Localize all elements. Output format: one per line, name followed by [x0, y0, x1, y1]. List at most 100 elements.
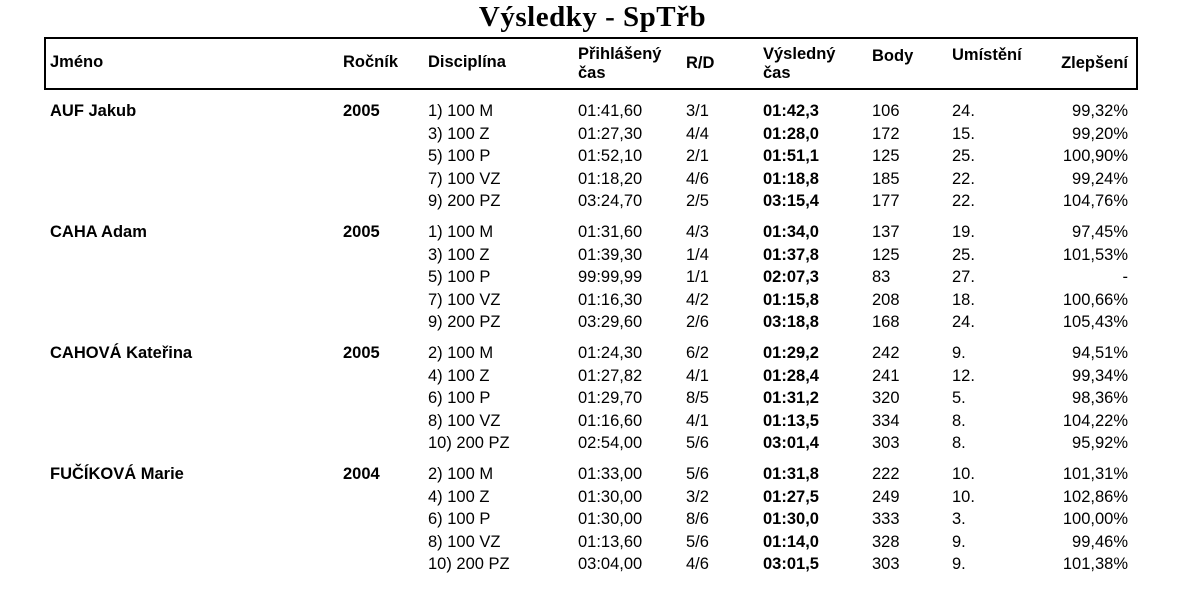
result-row: CAHOVÁ Kateřina 2005 2) 100 M 01:24,30 6/2 01… [50, 342, 1128, 365]
cell-place: 8. [952, 434, 966, 452]
swimmer-name [50, 365, 343, 388]
cell-rd: 3/1 [686, 102, 709, 120]
cell-entry-time: 01:33,00 [578, 465, 643, 483]
cell-discipline: 4) 100 Z [428, 487, 490, 506]
cell-points: 208 [872, 290, 900, 309]
cell-discipline: 10) 200 PZ [428, 434, 510, 452]
column-header-place: Umístění [952, 46, 1022, 64]
result-row: 4) 100 Z 01:27,82 4/1 01:28,4 241 12. 99,34% [50, 365, 1128, 388]
cell-place: 10. [952, 465, 975, 483]
result-row: 7) 100 VZ 01:16,30 4/2 01:15,8 208 18. 100,66% [50, 289, 1128, 312]
cell-improvement: 99,20% [1072, 124, 1128, 143]
cell-discipline: 3) 100 Z [428, 124, 490, 143]
swimmer-year [343, 365, 428, 388]
result-row: 3) 100 Z 01:39,30 1/4 01:37,8 125 25. 101,53% [50, 244, 1128, 267]
cell-points: 168 [872, 313, 900, 331]
cell-entry-time: 02:54,00 [578, 434, 643, 452]
swimmer-year [343, 145, 428, 168]
swimmer-year [343, 190, 428, 213]
cell-result-time: 01:15,8 [763, 290, 819, 309]
swimmer-year [343, 432, 428, 455]
cell-discipline: 2) 100 M [428, 344, 494, 362]
cell-rd: 4/4 [686, 124, 709, 143]
cell-improvement: 98,36% [1072, 389, 1128, 407]
cell-entry-time: 01:41,60 [578, 102, 643, 120]
cell-points: 177 [872, 192, 900, 210]
cell-improvement: 99,24% [1072, 169, 1128, 188]
swimmer-block: FUČÍKOVÁ Marie 2004 2) 100 M 01:33,00 5/6 01:… [50, 463, 1128, 576]
swimmer-year [343, 168, 428, 191]
cell-discipline: 7) 100 VZ [428, 169, 501, 188]
cell-entry-time: 03:29,60 [578, 313, 643, 331]
swimmer-year [343, 531, 428, 554]
cell-discipline: 5) 100 P [428, 147, 491, 165]
swimmer-name [50, 244, 343, 267]
swimmer-name [50, 410, 343, 433]
column-header-points: Body [872, 47, 914, 65]
cell-improvement: 101,31% [1062, 465, 1128, 483]
result-row: 10) 200 PZ 03:04,00 4/6 03:01,5 303 9. 101,38% [50, 553, 1128, 576]
cell-entry-time: 01:27,82 [578, 366, 643, 385]
swimmer-name [50, 123, 343, 146]
swimmer-name: AUF Jakub [50, 102, 137, 120]
result-row: FUČÍKOVÁ Marie 2004 2) 100 M 01:33,00 5/6 01:… [50, 463, 1128, 486]
cell-points: 242 [872, 344, 900, 362]
cell-rd: 3/2 [686, 487, 709, 506]
result-row: 7) 100 VZ 01:18,20 4/6 01:18,8 185 22. 99,24% [50, 168, 1128, 191]
swimmer-year [343, 244, 428, 267]
cell-entry-time: 01:52,10 [578, 147, 643, 165]
table-header: Jméno Ročník Disciplína Přihlášený čas R… [44, 37, 1138, 90]
swimmer-block: CAHA Adam 2005 1) 100 M 01:31,60 4/3 01:34,0 1… [50, 221, 1128, 334]
swimmer-name [50, 387, 343, 410]
swimmer-year [343, 311, 428, 334]
cell-discipline: 6) 100 P [428, 389, 491, 407]
column-header-discipline: Disciplína [428, 53, 506, 71]
cell-improvement: 105,43% [1062, 313, 1128, 331]
swimmer-name [50, 190, 343, 213]
cell-entry-time: 01:13,60 [578, 532, 643, 551]
cell-improvement: - [1122, 268, 1129, 286]
cell-points: 172 [872, 124, 900, 143]
cell-place: 24. [952, 102, 975, 120]
cell-place: 18. [952, 290, 975, 309]
swimmer-year [343, 410, 428, 433]
cell-discipline: 1) 100 M [428, 102, 494, 120]
cell-rd: 4/1 [686, 411, 709, 430]
cell-rd: 1/1 [686, 268, 709, 286]
cell-rd: 2/5 [686, 192, 709, 210]
result-row: 6) 100 P 01:30,00 8/6 01:30,0 333 3. 100,00% [50, 508, 1128, 531]
cell-result-time: 01:31,8 [763, 465, 819, 483]
swimmer-name [50, 311, 343, 334]
cell-discipline: 1) 100 M [428, 223, 494, 241]
cell-points: 303 [872, 434, 900, 452]
swimmer-name [50, 553, 343, 576]
result-row: 9) 200 PZ 03:24,70 2/5 03:15,4 177 22. 104,76% [50, 190, 1128, 213]
cell-place: 19. [952, 223, 975, 241]
result-row: 5) 100 P 01:52,10 2/1 01:51,1 125 25. 100,90% [50, 145, 1128, 168]
swimmer-year: 2005 [343, 223, 380, 241]
swimmer-block: CAHOVÁ Kateřina 2005 2) 100 M 01:24,30 6/2 01… [50, 342, 1128, 455]
cell-rd: 4/1 [686, 366, 709, 385]
cell-place: 9. [952, 555, 966, 573]
cell-place: 9. [952, 532, 966, 551]
cell-points: 328 [872, 532, 900, 551]
cell-result-time: 03:18,8 [763, 313, 819, 331]
cell-entry-time: 01:31,60 [578, 223, 643, 241]
cell-improvement: 100,66% [1062, 290, 1128, 309]
column-header-entry-time: Přihlášený čas [578, 45, 662, 82]
cell-improvement: 94,51% [1072, 344, 1128, 362]
swimmer-name [50, 266, 343, 289]
cell-rd: 5/6 [686, 532, 709, 551]
cell-improvement: 100,00% [1062, 510, 1128, 528]
cell-place: 22. [952, 192, 975, 210]
cell-place: 25. [952, 147, 975, 165]
cell-place: 24. [952, 313, 975, 331]
cell-points: 222 [872, 465, 900, 483]
cell-improvement: 104,76% [1062, 192, 1128, 210]
cell-result-time: 01:34,0 [763, 223, 819, 241]
swimmer-name: FUČÍKOVÁ Marie [50, 465, 184, 483]
result-row: 8) 100 VZ 01:16,60 4/1 01:13,5 334 8. 104,22% [50, 410, 1128, 433]
swimmer-year [343, 486, 428, 509]
cell-result-time: 01:29,2 [763, 344, 819, 362]
cell-discipline: 5) 100 P [428, 268, 491, 286]
